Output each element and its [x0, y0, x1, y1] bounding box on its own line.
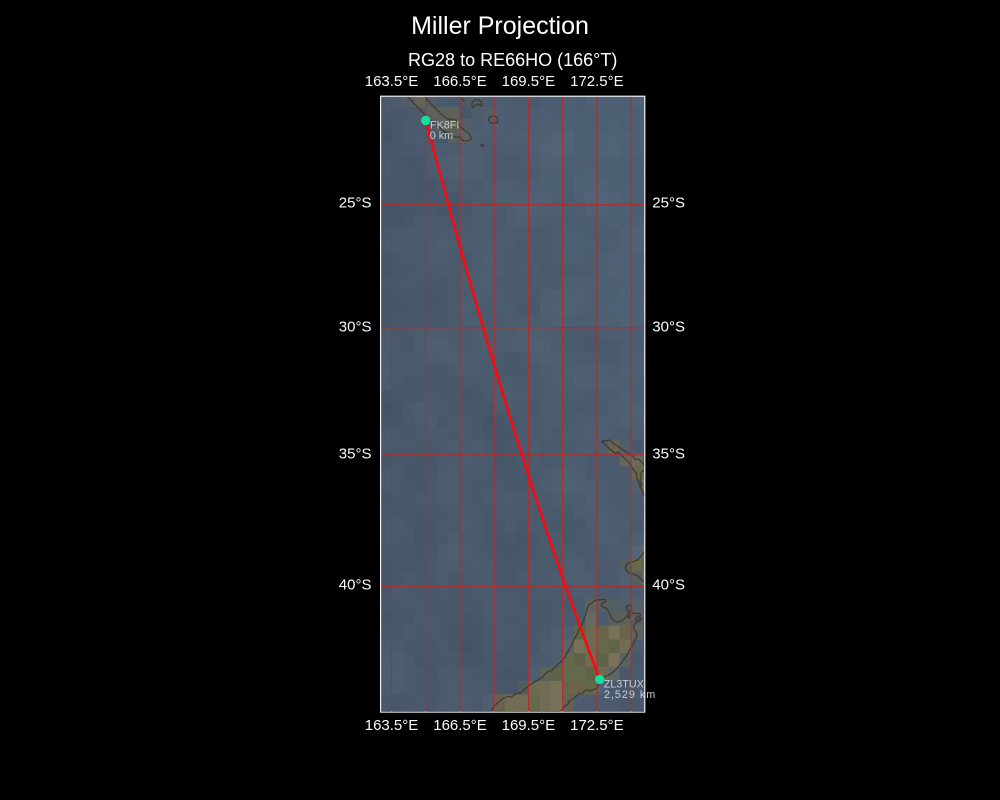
svg-text:0 km: 0 km: [430, 130, 453, 142]
svg-text:FK8FI: FK8FI: [430, 119, 459, 131]
svg-text:ZL3TUX: ZL3TUX: [604, 678, 644, 690]
svg-text:2,529 km: 2,529 km: [604, 689, 656, 701]
